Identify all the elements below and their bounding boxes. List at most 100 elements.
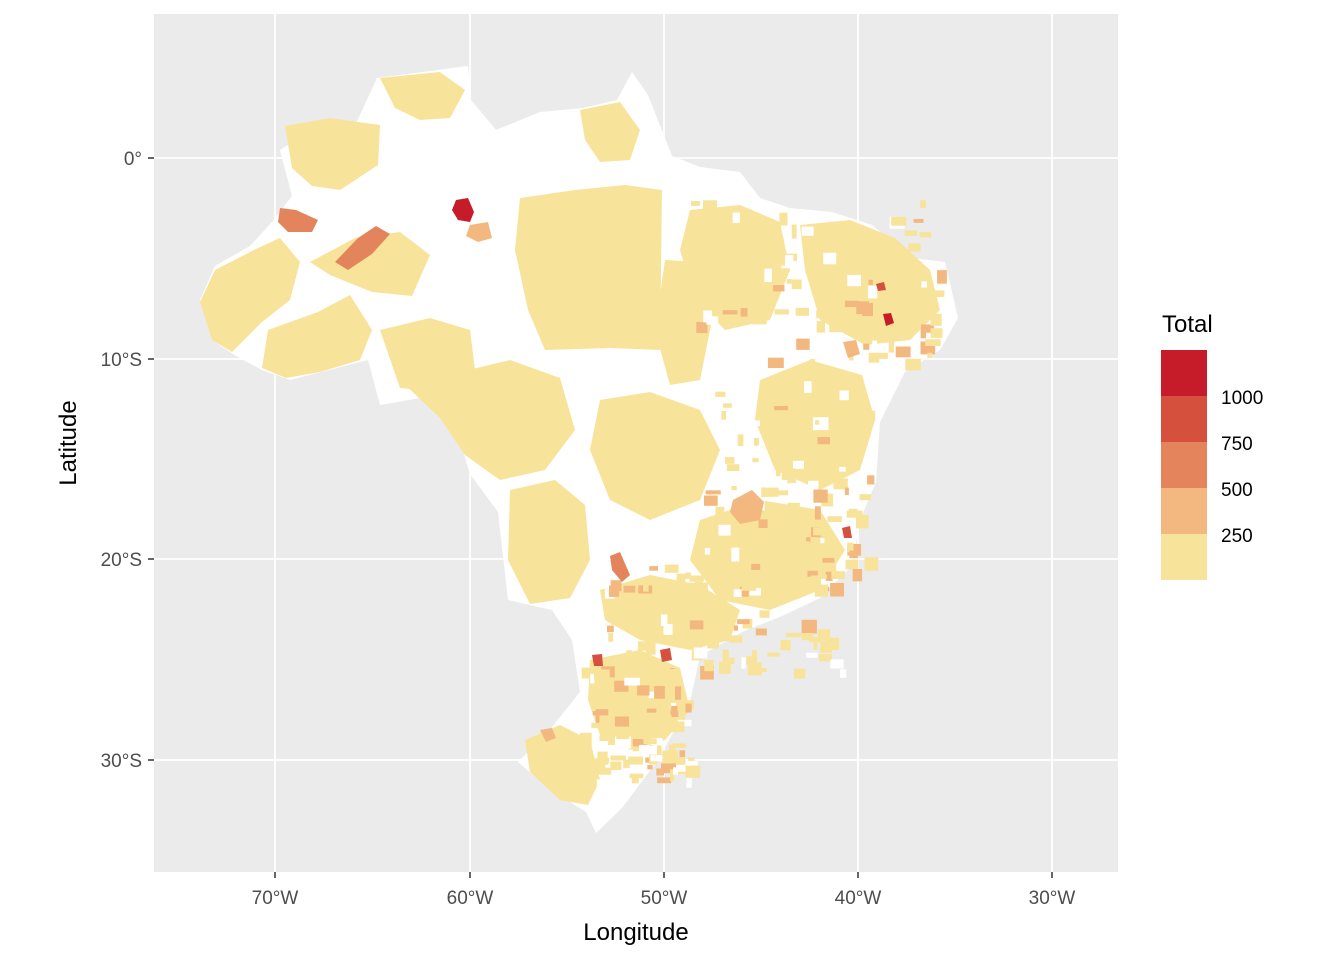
municipality-patch xyxy=(645,640,656,655)
municipality-patch xyxy=(805,524,811,538)
municipality-patch xyxy=(715,506,725,516)
municipality-patch xyxy=(703,200,717,213)
municipality-patch xyxy=(787,478,797,484)
municipality-patch xyxy=(865,228,871,239)
municipality-patch xyxy=(793,668,806,679)
municipality-patch xyxy=(693,647,708,659)
municipality-patch xyxy=(580,725,591,731)
municipality-patch xyxy=(776,490,788,496)
municipality-patch xyxy=(673,764,689,772)
x-axis-title: Longitude xyxy=(583,919,688,946)
municipality-patch xyxy=(937,270,947,284)
municipality-patch xyxy=(839,466,846,472)
municipality-patch xyxy=(592,711,598,716)
x-tick-label: 50°W xyxy=(641,888,688,909)
municipality-patch xyxy=(868,279,873,285)
municipality-patch xyxy=(759,610,770,618)
municipality-patch xyxy=(643,738,657,745)
municipality-patch xyxy=(774,309,789,315)
municipality-patch xyxy=(913,218,924,223)
municipality-patch xyxy=(697,275,709,281)
legend-swatch-4 xyxy=(1161,488,1207,534)
municipality-patch xyxy=(699,221,705,227)
municipality-patch xyxy=(847,544,862,556)
municipality-patch xyxy=(796,338,810,350)
municipality-patch xyxy=(764,286,772,298)
municipality-patch xyxy=(817,267,824,281)
highlight-ceara xyxy=(876,282,886,291)
highlight-minas-north xyxy=(730,490,764,524)
x-axis-ticks: 70°W 60°W 50°W 40°W 30°W xyxy=(252,872,1076,909)
municipality-patch xyxy=(598,689,611,696)
municipality-patch xyxy=(805,511,811,525)
municipality-patch xyxy=(842,434,851,440)
municipality-patch xyxy=(823,252,837,265)
municipality-patch xyxy=(609,607,621,612)
municipality-patch xyxy=(615,736,631,749)
municipality-patch xyxy=(798,570,807,575)
municipality-patch xyxy=(807,570,818,579)
municipality-patch xyxy=(698,227,712,240)
municipality-patch xyxy=(677,719,692,727)
municipality-patch xyxy=(618,725,632,735)
municipality-patch xyxy=(599,735,609,742)
municipality-patch xyxy=(733,625,738,631)
legend-swatch-1 xyxy=(1161,350,1207,396)
municipality-patch xyxy=(760,667,767,672)
municipality-patch xyxy=(637,722,645,727)
region-mato-grosso xyxy=(400,360,575,480)
municipality-patch xyxy=(895,346,911,358)
municipality-patch xyxy=(596,758,606,772)
municipality-patch xyxy=(661,763,676,774)
municipality-patch xyxy=(925,339,941,346)
municipality-patch xyxy=(737,434,744,446)
municipality-patch xyxy=(623,585,636,593)
highlight-ms xyxy=(610,552,630,582)
municipality-patch xyxy=(868,352,880,363)
municipality-patch xyxy=(826,637,840,650)
municipality-patch xyxy=(921,324,935,333)
municipality-patch xyxy=(794,560,807,568)
municipality-patch xyxy=(623,759,630,768)
municipality-patch xyxy=(704,495,718,506)
municipality-patch xyxy=(740,586,749,597)
municipality-patch xyxy=(709,530,718,542)
x-tick-label: 30°W xyxy=(1029,888,1076,909)
municipality-patch xyxy=(867,311,872,323)
legend-label: 750 xyxy=(1221,434,1253,455)
municipality-patch xyxy=(840,669,847,678)
municipality-patch xyxy=(741,657,746,669)
municipality-patch xyxy=(731,264,739,273)
municipality-patch xyxy=(669,721,685,733)
municipality-patch xyxy=(737,619,750,625)
municipality-patch xyxy=(594,669,610,681)
municipality-patch xyxy=(692,358,700,370)
municipality-patch xyxy=(742,290,747,302)
x-tick-label: 60°W xyxy=(447,888,494,909)
municipality-patch xyxy=(791,279,802,290)
municipality-patch xyxy=(607,625,614,633)
municipality-patch xyxy=(847,542,854,553)
municipality-patch xyxy=(723,403,732,408)
municipality-patch xyxy=(847,274,861,287)
municipality-patch xyxy=(817,629,831,640)
municipality-patch xyxy=(628,756,643,765)
municipality-patch xyxy=(848,223,858,233)
municipality-patch xyxy=(806,652,818,658)
municipality-patch xyxy=(920,200,926,209)
municipality-patch xyxy=(746,656,752,665)
municipality-patch xyxy=(646,708,657,713)
municipality-patch xyxy=(839,390,849,401)
region-ms xyxy=(508,480,590,604)
municipality-patch xyxy=(867,285,878,299)
municipality-patch xyxy=(774,597,789,602)
municipality-patch xyxy=(671,705,678,717)
municipality-patch xyxy=(764,268,772,282)
municipality-patch xyxy=(728,635,743,643)
municipality-patch xyxy=(768,538,781,550)
municipality-patch xyxy=(831,571,845,579)
municipality-patch xyxy=(846,510,863,518)
municipality-patch xyxy=(842,397,851,408)
municipality-patch xyxy=(845,300,859,308)
